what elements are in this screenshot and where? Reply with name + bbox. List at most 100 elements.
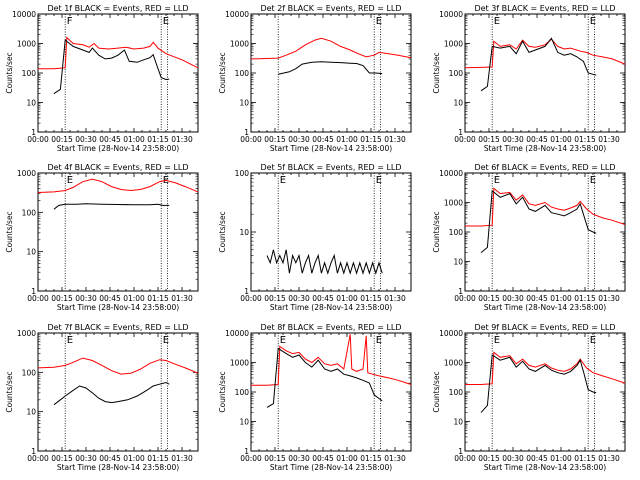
y-tick-label: 1000: [230, 40, 249, 49]
x-tick-label: 01:00: [123, 454, 145, 463]
x-tick-label: 00:45: [312, 135, 334, 144]
y-tick-label: 1000: [17, 169, 36, 178]
x-tick-label: 01:00: [336, 135, 358, 144]
y-axis-label: Counts/sec: [5, 52, 14, 93]
series-line-events: [266, 347, 383, 408]
marker-label: E: [280, 175, 286, 186]
x-tick-label: 00:15: [51, 135, 73, 144]
plot-frame: [37, 332, 199, 452]
y-tick-label: 10000: [439, 10, 463, 19]
x-tick-label: 01:15: [147, 454, 169, 463]
y-tick-label: 10: [239, 99, 249, 108]
marker-label: E: [494, 16, 500, 27]
x-tick-label: 00:00: [27, 454, 49, 463]
marker-label: E: [163, 335, 169, 346]
x-axis-label: Start Time (28-Nov-14 23:58:00): [484, 144, 606, 153]
x-tick-label: 01:30: [598, 135, 620, 144]
x-tick-label: 00:30: [75, 454, 97, 463]
x-tick-label: 01:00: [550, 454, 572, 463]
y-axis-label: Counts/sec: [432, 52, 441, 93]
x-tick-label: 01:15: [574, 294, 596, 303]
x-tick-label: 01:00: [123, 294, 145, 303]
y-axis-label: Counts/sec: [218, 371, 227, 412]
y-tick-label: 1000: [230, 359, 249, 368]
y-tick-label: 10: [26, 248, 36, 257]
x-tick-label: 01:00: [123, 135, 145, 144]
x-tick-label: 00:00: [240, 135, 262, 144]
x-tick-label: 00:30: [288, 294, 310, 303]
series-line-lld: [37, 357, 199, 375]
y-tick-label: 100: [22, 368, 37, 377]
marker-label: E: [67, 175, 73, 186]
x-tick-label: 01:00: [550, 294, 572, 303]
y-tick-label: 100: [235, 388, 250, 397]
marker-label: F: [67, 16, 73, 27]
x-axis-label: Start Time (28-Nov-14 23:58:00): [57, 144, 179, 153]
x-tick-label: 00:45: [312, 454, 334, 463]
x-tick-label: 00:45: [312, 294, 334, 303]
x-tick-label: 01:30: [171, 135, 193, 144]
marker-label: E: [590, 335, 596, 346]
y-tick-label: 10: [26, 408, 36, 417]
x-tick-label: 01:30: [384, 454, 406, 463]
series-line-lld: [465, 187, 626, 227]
x-tick-label: 01:15: [147, 294, 169, 303]
x-tick-label: 01:30: [171, 454, 193, 463]
panel-title: Det 7f BLACK = Events, RED = LLD: [47, 323, 188, 332]
y-tick-label: 1: [244, 128, 249, 137]
x-tick-label: 01:30: [171, 294, 193, 303]
x-tick-label: 01:15: [360, 135, 382, 144]
series-line-lld: [465, 351, 626, 385]
x-tick-label: 00:45: [526, 294, 548, 303]
y-tick-label: 1: [458, 128, 463, 137]
y-tick-label: 1: [458, 287, 463, 296]
x-axis-label: Start Time (28-Nov-14 23:58:00): [57, 303, 179, 312]
panel-title: Det 1f BLACK = Events, RED = LLD: [47, 4, 188, 13]
x-tick-label: 01:15: [360, 454, 382, 463]
y-tick-label: 10000: [225, 10, 249, 19]
y-tick-label: 1000: [444, 199, 463, 208]
y-tick-label: 10: [239, 228, 249, 237]
series-line-events: [53, 203, 170, 210]
x-tick-label: 00:15: [264, 135, 286, 144]
x-tick-label: 00:45: [526, 135, 548, 144]
y-tick-label: 100: [235, 69, 250, 78]
y-tick-label: 100: [235, 169, 250, 178]
x-tick-label: 01:15: [360, 294, 382, 303]
panel-title: Det 6f BLACK = Events, RED = LLD: [474, 163, 615, 172]
x-tick-label: 00:15: [264, 454, 286, 463]
x-tick-label: 00:30: [502, 135, 524, 144]
panel-det-3: Det 3f BLACK = Events, RED = LLD 00:00 00:…: [432, 4, 626, 153]
x-tick-label: 00:30: [75, 135, 97, 144]
y-tick-label: 10: [239, 418, 249, 427]
series-line-lld: [251, 334, 412, 386]
x-tick-label: 00:30: [502, 454, 524, 463]
y-tick-label: 1: [31, 287, 36, 296]
x-tick-label: 00:00: [454, 454, 476, 463]
series-line-events: [53, 381, 170, 406]
x-tick-label: 01:30: [598, 294, 620, 303]
x-tick-label: 01:00: [336, 294, 358, 303]
x-tick-label: 01:30: [384, 135, 406, 144]
x-tick-label: 00:00: [454, 135, 476, 144]
marker-label: E: [280, 335, 286, 346]
panel-title: Det 3f BLACK = Events, RED = LLD: [474, 4, 615, 13]
plot-frame: [250, 332, 412, 452]
x-tick-label: 00:45: [99, 294, 121, 303]
y-tick-label: 100: [449, 228, 464, 237]
x-tick-label: 00:30: [75, 294, 97, 303]
marker-label: E: [494, 335, 500, 346]
x-tick-label: 00:45: [99, 135, 121, 144]
marker-label: E: [590, 175, 596, 186]
panel-title: Det 5f BLACK = Events, RED = LLD: [260, 163, 401, 172]
x-tick-label: 00:00: [240, 294, 262, 303]
y-tick-label: 1000: [444, 359, 463, 368]
x-tick-label: 00:15: [51, 294, 73, 303]
y-axis-label: Counts/sec: [218, 211, 227, 252]
x-tick-label: 00:15: [478, 294, 500, 303]
panel-title: Det 4f BLACK = Events, RED = LLD: [47, 163, 188, 172]
